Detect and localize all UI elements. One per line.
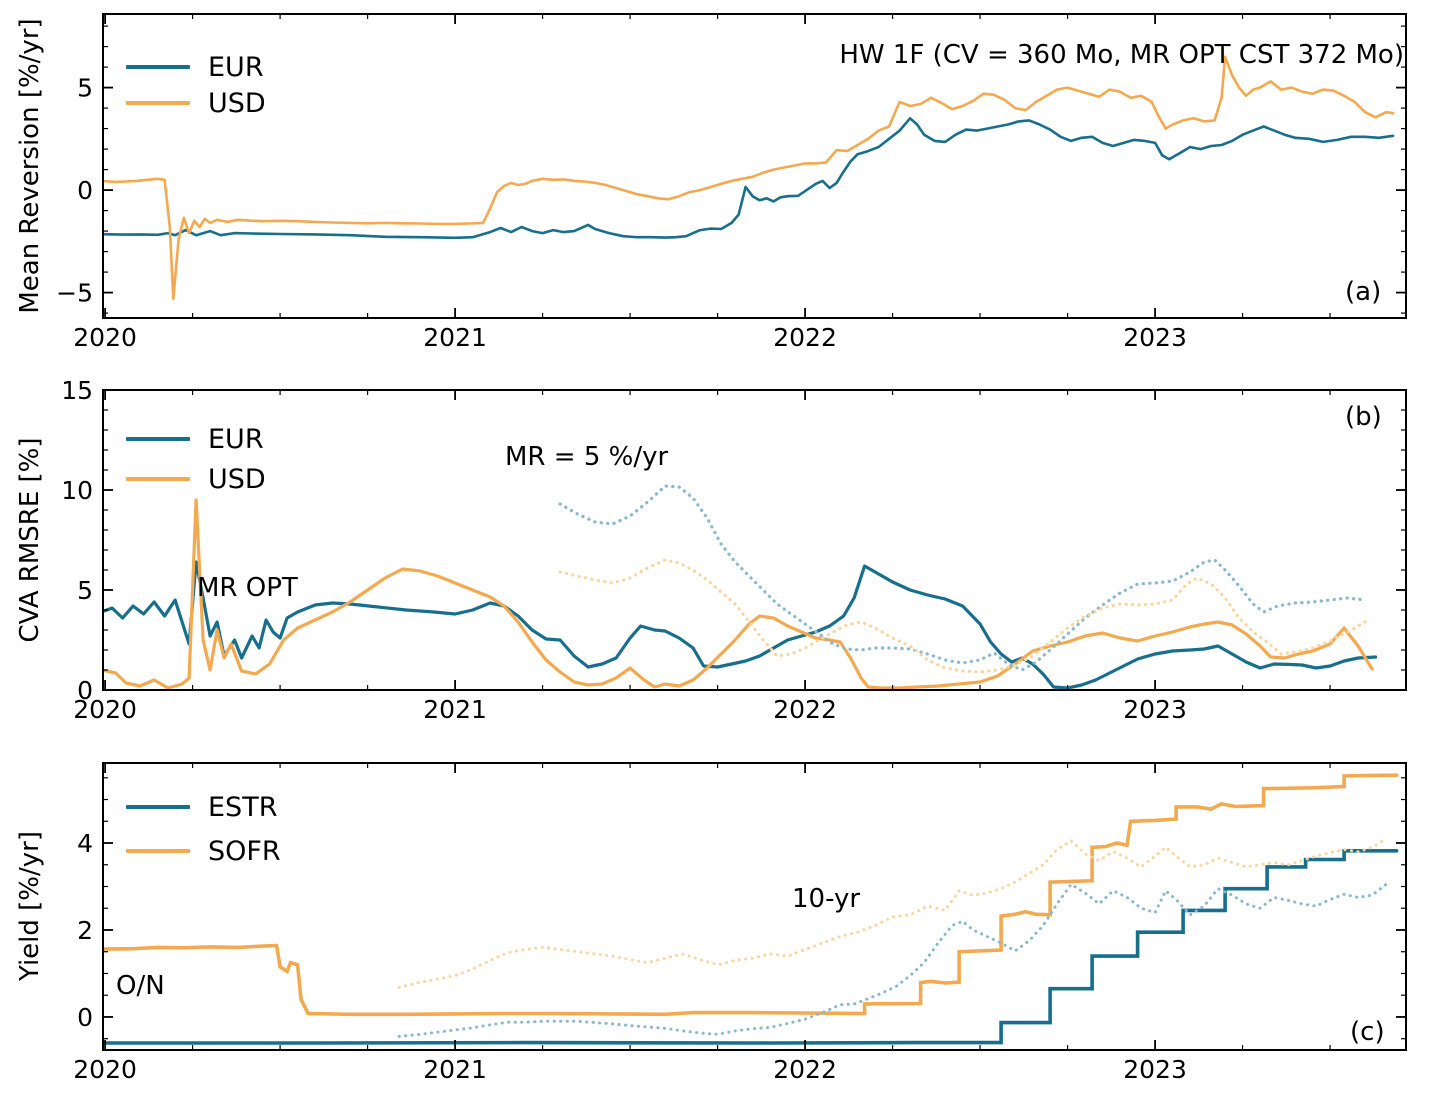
x-tick-label-a: 2020: [73, 323, 137, 352]
legend-line-sofr: [126, 849, 190, 853]
series-b-eur-mr-5: [558, 484, 1367, 672]
legend-panel-c: ESTR SOFR: [126, 785, 281, 873]
legend-line-usd: [126, 101, 190, 105]
legend-label-usd: USD: [208, 463, 266, 495]
x-tick-label-c: 2023: [1123, 1055, 1187, 1084]
x-tick-label-a: 2023: [1123, 323, 1187, 352]
series-b-eur-mr-opt: [103, 560, 1378, 690]
panel-letter-b: (b): [1345, 402, 1382, 432]
plot-frame-b: [102, 389, 1407, 691]
y-tick-label-c: 4: [77, 829, 93, 858]
y-tick-label-a: 0: [77, 176, 93, 205]
series-c-estr-10yr: [397, 882, 1388, 1038]
y-axis-label-panel-c: Yield [%/yr]: [15, 831, 45, 981]
mr-opt-annotation: MR OPT: [197, 573, 298, 603]
series-c-sofr-10yr: [397, 837, 1388, 989]
x-tick-label-a: 2021: [423, 323, 487, 352]
legend-label-sofr: SOFR: [208, 835, 281, 867]
y-tick-label-a: −5: [56, 279, 93, 308]
legend-label-eur: EUR: [208, 423, 264, 455]
y-tick-label-b: 10: [61, 476, 93, 505]
legend-line-usd: [126, 477, 190, 481]
y-tick-label-a: 5: [77, 74, 93, 103]
series-a-eur: [103, 117, 1395, 240]
x-tick-label-b: 2021: [423, 695, 487, 724]
legend-item-usd: USD: [126, 85, 266, 121]
x-tick-label-c: 2021: [423, 1055, 487, 1084]
panel-letter-a: (a): [1345, 277, 1382, 307]
panel-letter-c: (c): [1350, 1017, 1385, 1047]
series-b-usd-mr-opt: [103, 498, 1374, 690]
legend-line-eur: [126, 65, 190, 69]
model-title-annotation: HW 1F (CV = 360 Mo, MR OPT CST 372 Mo): [839, 40, 1404, 70]
legend-item-eur: EUR: [126, 49, 266, 85]
series-b-usd-mr-5: [558, 558, 1367, 674]
mr5-annotation: MR = 5 %/yr: [505, 442, 669, 472]
x-tick-label-b: 2020: [73, 695, 137, 724]
legend-label-usd: USD: [208, 87, 266, 119]
legend-line-estr: [126, 805, 190, 809]
legend-panel-b: EUR USD: [126, 419, 266, 499]
series-a-usd: [103, 55, 1395, 300]
legend-item-estr: ESTR: [126, 785, 281, 829]
legend-item-sofr: SOFR: [126, 829, 281, 873]
y-tick-label-c: 2: [77, 916, 93, 945]
y-tick-label-b: 0: [77, 676, 93, 705]
y-tick-label-b: 15: [61, 376, 93, 405]
legend-label-estr: ESTR: [208, 791, 278, 823]
ten-year-annotation: 10-yr: [792, 884, 861, 914]
legend-item-usd: USD: [126, 459, 266, 499]
x-tick-label-b: 2023: [1123, 695, 1187, 724]
x-tick-label-a: 2022: [773, 323, 837, 352]
y-tick-label-c: 0: [77, 1003, 93, 1032]
series-c-sofr-on: [103, 773, 1399, 1017]
legend-panel-a: EUR USD: [126, 49, 266, 121]
x-tick-label-c: 2020: [73, 1055, 137, 1084]
plot-frame-c: [102, 762, 1407, 1051]
plot-frame-a: [102, 13, 1407, 319]
x-tick-label-b: 2022: [773, 695, 837, 724]
y-tick-label-b: 5: [77, 576, 93, 605]
overnight-annotation: O/N: [116, 971, 165, 1001]
series-c-estr-on: [103, 849, 1399, 1045]
x-tick-label-c: 2022: [773, 1055, 837, 1084]
legend-label-eur: EUR: [208, 51, 264, 83]
legend-item-eur: EUR: [126, 419, 266, 459]
legend-line-eur: [126, 437, 190, 441]
